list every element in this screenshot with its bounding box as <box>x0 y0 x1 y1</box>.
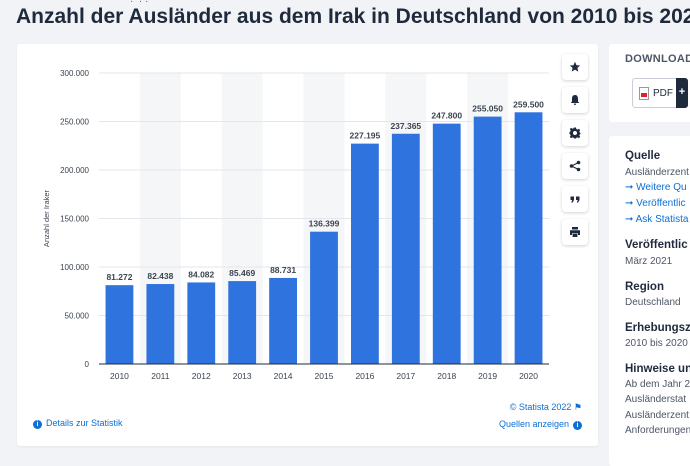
print-button[interactable] <box>562 219 588 245</box>
copyright-link[interactable]: © Statista 2022 ⚑ <box>510 402 582 413</box>
published-heading: Veröffentlic <box>625 239 688 251</box>
bar <box>187 282 216 364</box>
arrow-right-icon: ➞ <box>625 214 634 225</box>
pdf-file-icon <box>639 87 649 100</box>
x-tick-label: 2016 <box>355 371 374 381</box>
copyright-text: © Statista 2022 <box>509 402 572 412</box>
breadcrumb-fragment: · · · <box>130 0 149 7</box>
share-icon <box>569 160 581 172</box>
favorite-button[interactable] <box>562 54 588 80</box>
page-title: Anzahl der Ausländer aus dem Irak in Deu… <box>16 5 690 28</box>
cite-button[interactable] <box>562 186 588 212</box>
published-value: März 2021 <box>625 256 673 267</box>
bar <box>432 123 461 364</box>
metadata-panel: Quelle Ausländerzent ➞ Weitere Qu ➞ Verö… <box>609 136 690 466</box>
y-tick-label: 200.000 <box>60 166 89 175</box>
y-tick-label: 150.000 <box>60 215 89 224</box>
bar <box>146 284 175 364</box>
bar-value-label: 85.469 <box>229 268 255 278</box>
chart-toolbar <box>562 54 590 252</box>
pdf-label: PDF <box>653 88 673 99</box>
y-axis-label: Anzahl der Iraker <box>42 189 51 247</box>
details-link-label: Details zur Statistik <box>46 418 123 428</box>
pdf-download-button[interactable]: PDF <box>632 78 684 108</box>
bar-value-label: 227.195 <box>350 131 381 141</box>
notes-line: Ausländerstat <box>625 394 687 405</box>
bar-value-label: 82.438 <box>147 271 173 281</box>
y-tick-label: 50.000 <box>65 312 90 321</box>
bar <box>351 143 379 364</box>
source-value: Ausländerzent <box>625 167 689 178</box>
source-heading: Quelle <box>625 150 661 162</box>
bar-value-label: 255.050 <box>472 104 503 114</box>
source-link-publication[interactable]: ➞ Veröffentlic <box>625 198 685 209</box>
arrow-right-icon: ➞ <box>625 198 634 209</box>
arrow-right-icon: ➞ <box>625 182 634 193</box>
x-tick-label: 2019 <box>478 371 497 381</box>
bar-value-label: 84.082 <box>188 269 214 279</box>
y-tick-label: 250.000 <box>60 118 89 127</box>
bar <box>228 281 257 364</box>
y-tick-label: 100.000 <box>60 263 89 272</box>
notes-line: Anforderungen <box>625 425 690 436</box>
bar <box>514 112 543 364</box>
x-tick-label: 2010 <box>110 371 129 381</box>
source-link-label: Veröffentlic <box>636 198 686 209</box>
x-tick-label: 2017 <box>396 371 415 381</box>
bar-value-label: 237.365 <box>390 121 421 131</box>
y-tick-label: 300.000 <box>60 69 89 78</box>
bar-value-label: 136.399 <box>309 219 340 229</box>
x-tick-label: 2018 <box>437 371 456 381</box>
bar <box>269 277 297 364</box>
notification-button[interactable] <box>562 87 588 113</box>
survey-period-heading: Erhebungsz <box>625 322 690 334</box>
x-tick-label: 2014 <box>274 371 293 381</box>
bar-value-label: 88.731 <box>270 265 296 275</box>
bar-value-label: 247.800 <box>431 111 462 121</box>
notes-line: Ausländerzent <box>625 410 689 421</box>
bar <box>391 133 420 364</box>
print-icon <box>570 227 580 237</box>
sources-link-label: Quellen anzeigen <box>498 419 569 429</box>
region-heading: Region <box>625 281 664 293</box>
quote-icon <box>570 196 580 203</box>
chart-card: 0 50.000 100.000 150.000 200.000 250.000 300.0… <box>17 44 598 446</box>
x-tick-label: 2011 <box>151 371 170 381</box>
y-tick-label: 0 <box>85 360 90 369</box>
x-tick-label: 2015 <box>315 371 334 381</box>
gear-icon <box>569 127 581 139</box>
details-link[interactable]: i Details zur Statistik <box>33 418 123 429</box>
bar <box>473 116 502 364</box>
settings-button[interactable] <box>562 120 588 146</box>
x-tick-label: 2012 <box>192 371 211 381</box>
source-link-ask[interactable]: ➞ Ask Statista <box>625 214 688 225</box>
star-icon <box>569 61 581 72</box>
download-title: DOWNLOAD <box>625 53 690 65</box>
info-icon: i <box>33 420 42 429</box>
bell-icon <box>570 95 580 105</box>
source-link-more[interactable]: ➞ Weitere Qu <box>625 182 687 193</box>
x-tick-label: 2020 <box>519 371 538 381</box>
more-download-options-button[interactable]: + <box>676 78 688 108</box>
source-link-label: Weitere Qu <box>636 182 687 193</box>
sources-link[interactable]: Quellen anzeigen i <box>499 419 582 430</box>
info-icon: i <box>573 421 582 430</box>
download-panel: DOWNLOAD PDF + <box>609 44 690 122</box>
bar <box>105 285 134 364</box>
source-link-label: Ask Statista <box>635 214 689 225</box>
flag-icon: ⚑ <box>573 402 582 412</box>
bar-value-label: 81.272 <box>106 272 132 282</box>
x-tick-label: 2013 <box>233 371 252 381</box>
survey-period-value: 2010 bis 2020 <box>625 338 688 349</box>
share-button[interactable] <box>562 153 588 179</box>
region-value: Deutschland <box>625 297 681 308</box>
notes-heading: Hinweise un <box>625 363 690 375</box>
bar-value-label: 259.500 <box>513 99 544 109</box>
notes-line: Ab dem Jahr 2 <box>625 379 690 390</box>
bar <box>310 231 338 364</box>
bar-chart: 0 50.000 100.000 150.000 200.000 250.000 300.0… <box>42 69 549 381</box>
